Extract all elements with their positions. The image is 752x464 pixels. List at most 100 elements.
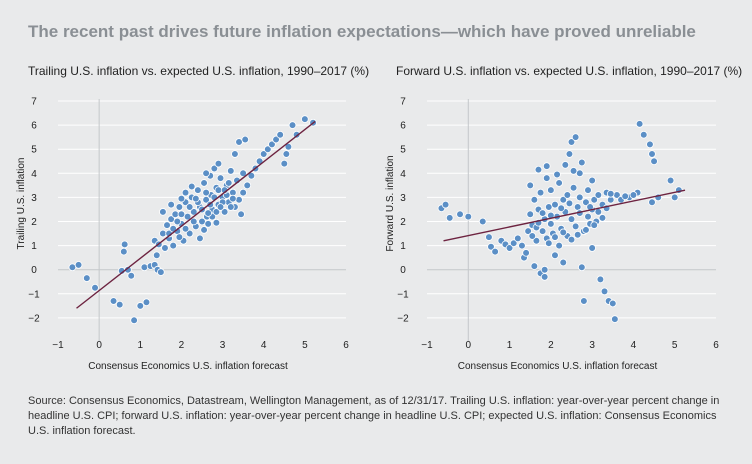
forward-data-point: [561, 208, 570, 216]
forward-data-point: [532, 223, 541, 232]
trailing-data-point: [212, 208, 221, 216]
forward-data-point: [639, 130, 648, 139]
forward-data-point: [573, 230, 582, 239]
forward-data-point: [528, 221, 537, 229]
forward-data-point: [575, 169, 584, 178]
trailing-data-point: [212, 218, 221, 227]
forward-data-point: [650, 157, 658, 166]
forward-y-tick-label: −2: [397, 313, 409, 324]
forward-data-point: [580, 227, 588, 235]
forward-y-axis-label: Forward U.S. inflation: [385, 155, 396, 251]
forward-data-point: [522, 249, 530, 257]
trailing-data-point: [259, 150, 268, 158]
forward-data-point: [594, 208, 603, 216]
trailing-y-tick-label: −1: [28, 289, 40, 300]
forward-data-point: [580, 297, 588, 305]
trailing-data-point: [120, 240, 129, 249]
forward-data-point: [575, 193, 584, 202]
forward-data-point: [592, 217, 601, 226]
forward-data-point: [559, 196, 568, 204]
trailing-data-point: [91, 283, 99, 292]
trailing-data-point: [202, 196, 210, 204]
forward-data-point: [598, 214, 607, 222]
forward-data-point: [590, 196, 599, 204]
forward-data-point: [491, 247, 499, 256]
forward-data-point: [648, 198, 656, 207]
trailing-data-point: [210, 164, 219, 173]
trailing-data-point: [175, 233, 184, 241]
trailing-data-point: [175, 203, 184, 211]
forward-y-tick-label: −1: [397, 289, 409, 300]
forward-data-point: [557, 224, 565, 233]
forward-data-point: [542, 234, 551, 243]
forward-data-point: [549, 229, 557, 238]
forward-data-point: [557, 204, 565, 213]
forward-x-tick-label: 5: [672, 340, 678, 351]
trailing-data-point: [284, 142, 293, 151]
forward-data-point: [520, 253, 528, 262]
forward-data-point: [524, 227, 532, 235]
trailing-data-point: [189, 217, 198, 226]
trailing-data-point: [185, 229, 194, 238]
chart-title-trailing: Trailing U.S. inflation vs. expected U.S…: [28, 64, 370, 78]
trailing-x-tick-label: 5: [302, 340, 308, 351]
trailing-data-point: [161, 244, 169, 252]
trailing-y-tick-label: 4: [31, 169, 37, 180]
forward-data-point: [602, 188, 611, 197]
forward-x-tick-label: −1: [421, 340, 433, 351]
forward-data-point: [578, 158, 586, 167]
forward-data-point: [530, 262, 539, 270]
trailing-data-point: [127, 271, 136, 280]
trailing-data-point: [177, 194, 186, 203]
trailing-data-point: [192, 194, 200, 203]
forward-data-point: [544, 239, 553, 247]
forward-data-point: [567, 235, 576, 244]
forward-data-point: [666, 176, 675, 185]
forward-data-point: [563, 191, 572, 199]
forward-data-point: [613, 191, 621, 199]
trailing-data-point: [136, 302, 145, 310]
forward-data-point: [551, 233, 559, 241]
trailing-data-point: [288, 121, 297, 129]
forward-data-point: [590, 221, 599, 229]
trailing-data-point: [142, 298, 151, 307]
trailing-y-tick-label: 6: [31, 121, 37, 132]
forward-data-point: [487, 243, 495, 251]
trailing-data-point: [231, 150, 239, 158]
forward-data-point: [559, 228, 568, 237]
trailing-x-tick-label: 4: [261, 340, 267, 351]
forward-data-point: [544, 203, 553, 211]
forward-data-point: [602, 204, 611, 213]
forward-y-tick-label: 0: [400, 265, 406, 276]
forward-data-point: [441, 200, 450, 209]
trailing-data-point: [83, 274, 91, 282]
trailing-data-point: [239, 169, 247, 178]
forward-data-point: [606, 189, 615, 198]
forward-y-tick-label: 7: [400, 97, 406, 108]
forward-data-point: [518, 241, 526, 250]
forward-y-tick-label: 6: [400, 121, 406, 132]
trailing-y-tick-label: −2: [28, 313, 40, 324]
forward-x-tick-label: 4: [631, 340, 637, 351]
source-note: Source: Consensus Economics, Datastream,…: [28, 395, 720, 437]
forward-data-point: [555, 241, 563, 250]
forward-data-point: [569, 167, 578, 175]
trailing-data-point: [214, 159, 223, 168]
forward-data-point: [611, 315, 619, 323]
trailing-data-point: [109, 297, 118, 305]
trailing-data-point: [181, 188, 190, 197]
trailing-data-point: [189, 208, 198, 216]
trailing-data-point: [200, 226, 208, 234]
trailing-trendline: [76, 120, 316, 309]
forward-data-point: [547, 186, 555, 194]
forward-data-point: [505, 244, 514, 252]
forward-data-point: [445, 214, 454, 222]
trailing-data-point: [202, 169, 210, 178]
forward-y-tick-label: 3: [400, 193, 406, 204]
forward-data-point: [530, 196, 539, 204]
forward-data-point: [586, 203, 594, 211]
forward-x-tick-label: 2: [548, 340, 554, 351]
trailing-data-point: [194, 186, 202, 194]
forward-data-point: [654, 193, 662, 202]
forward-data-point: [542, 162, 551, 170]
